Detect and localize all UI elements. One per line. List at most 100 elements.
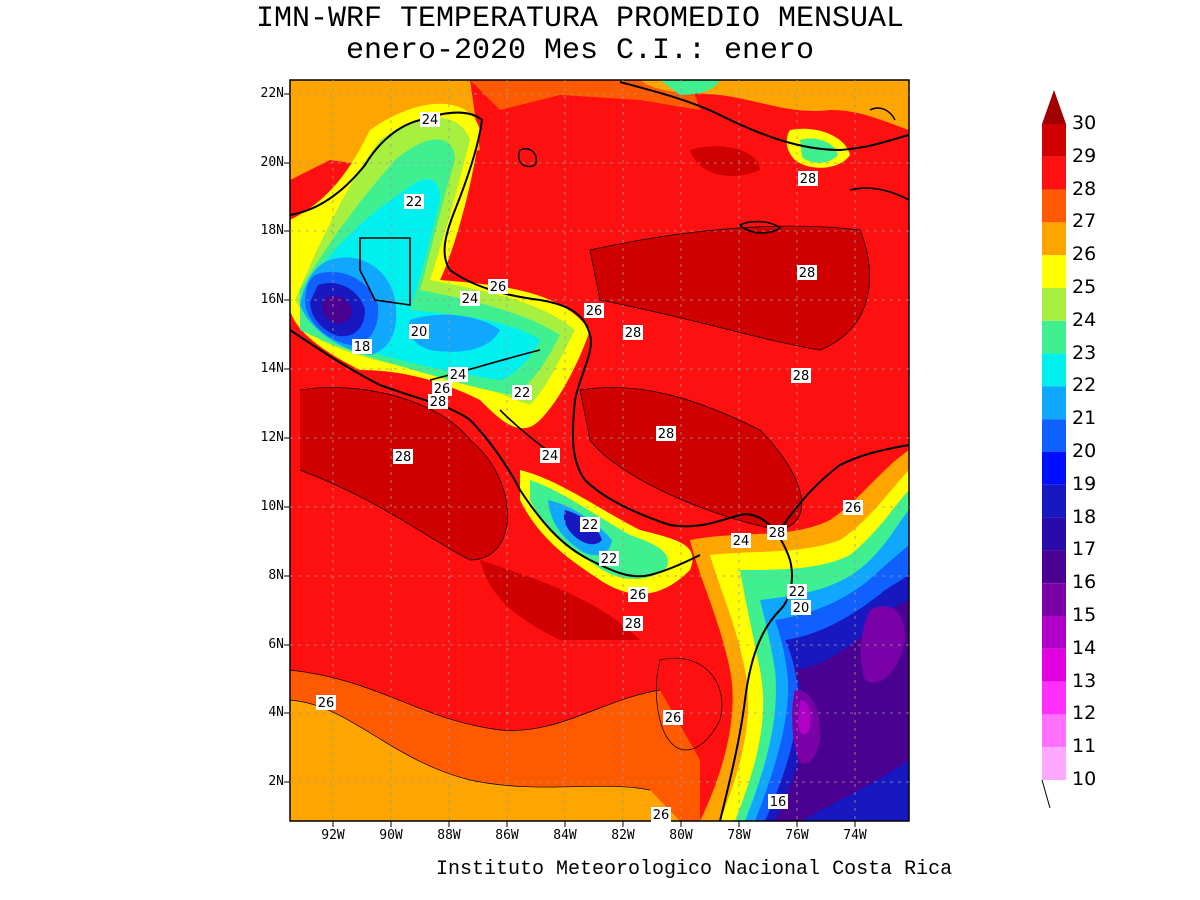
svg-text:24: 24 bbox=[450, 368, 467, 383]
legend-tick-label: 27 bbox=[1072, 210, 1097, 233]
legend-tick-label: 19 bbox=[1072, 472, 1097, 495]
legend-tick-label: 21 bbox=[1072, 407, 1097, 430]
lat-label: 8N bbox=[268, 568, 284, 583]
legend-bar bbox=[1041, 90, 1066, 809]
contour-label: 28 bbox=[428, 394, 448, 410]
contour-label: 22 bbox=[599, 551, 619, 567]
legend-swatch bbox=[1042, 353, 1066, 387]
contour-label: 28 bbox=[797, 265, 817, 281]
legend-swatch bbox=[1042, 648, 1066, 682]
lat-label: 22N bbox=[260, 86, 284, 101]
contour-label: 26 bbox=[488, 279, 508, 295]
svg-text:28: 28 bbox=[799, 266, 816, 281]
legend-tick-label: 15 bbox=[1072, 604, 1097, 626]
contour-label: 22 bbox=[580, 517, 600, 533]
legend-swatch bbox=[1042, 452, 1066, 485]
svg-text:26: 26 bbox=[490, 280, 507, 295]
legend-swatch bbox=[1042, 714, 1066, 748]
lon-label: 90W bbox=[379, 828, 403, 843]
svg-text:26: 26 bbox=[665, 711, 682, 726]
lon-label: 76W bbox=[785, 828, 809, 843]
contour-label: 24 bbox=[420, 112, 440, 128]
contour-label: 26 bbox=[584, 303, 604, 319]
lat-label: 18N bbox=[260, 223, 284, 238]
lat-label: 20N bbox=[260, 155, 284, 170]
contour-label: 22 bbox=[404, 194, 424, 210]
legend-tick-label: 28 bbox=[1072, 177, 1097, 200]
axis-ticks bbox=[284, 93, 856, 827]
legend-underflow-mark bbox=[1041, 779, 1051, 809]
lon-label: 82W bbox=[611, 828, 635, 843]
svg-text:28: 28 bbox=[430, 395, 447, 410]
svg-text:28: 28 bbox=[395, 450, 412, 465]
contour-label: 20 bbox=[409, 324, 429, 340]
legend-tick-label: 17 bbox=[1072, 538, 1097, 561]
svg-text:28: 28 bbox=[625, 326, 642, 341]
legend-swatch bbox=[1042, 747, 1066, 780]
legend-tick-label: 30 bbox=[1072, 112, 1097, 134]
svg-text:20: 20 bbox=[411, 325, 428, 340]
contour-label: 28 bbox=[767, 525, 787, 541]
lon-label: 86W bbox=[495, 828, 519, 843]
legend-swatch bbox=[1042, 156, 1066, 190]
svg-text:26: 26 bbox=[653, 808, 670, 823]
lat-label: 14N bbox=[260, 361, 284, 376]
legend-swatch bbox=[1042, 288, 1066, 321]
contour-label: 16 bbox=[768, 794, 788, 810]
legend-tick-label: 20 bbox=[1072, 440, 1097, 462]
legend-overflow-arrow bbox=[1042, 90, 1066, 124]
legend-tick-label: 29 bbox=[1072, 144, 1097, 167]
svg-text:28: 28 bbox=[800, 172, 817, 187]
legend-tick-label: 11 bbox=[1072, 735, 1097, 758]
svg-text:20: 20 bbox=[793, 601, 810, 616]
legend-tick-label: 12 bbox=[1072, 702, 1097, 725]
legend-tick-label: 26 bbox=[1072, 243, 1097, 266]
contour-label: 24 bbox=[540, 448, 560, 464]
lat-label: 16N bbox=[260, 292, 284, 307]
svg-text:18: 18 bbox=[354, 340, 371, 355]
contour-label: 26 bbox=[663, 710, 683, 726]
legend-tick-label: 24 bbox=[1072, 308, 1097, 331]
contour-label: 26 bbox=[316, 695, 336, 711]
svg-text:16: 16 bbox=[770, 795, 787, 810]
contour-label: 26 bbox=[628, 587, 648, 603]
isotherms bbox=[290, 225, 870, 791]
lat-label: 2N bbox=[268, 774, 284, 789]
legend-swatch bbox=[1042, 550, 1066, 584]
legend-tick-label: 14 bbox=[1072, 636, 1097, 659]
legend-swatch bbox=[1042, 189, 1066, 223]
lat-label: 12N bbox=[260, 430, 284, 445]
svg-text:22: 22 bbox=[601, 552, 618, 567]
map-frame bbox=[289, 79, 910, 822]
lon-label: 84W bbox=[553, 828, 577, 843]
lon-label: 80W bbox=[669, 828, 693, 843]
svg-text:26: 26 bbox=[630, 588, 647, 603]
svg-text:22: 22 bbox=[514, 386, 531, 401]
legend-tick-label: 13 bbox=[1072, 669, 1097, 692]
legend-swatch bbox=[1042, 583, 1066, 616]
contour-label: 22 bbox=[787, 584, 807, 600]
contour-label: 26 bbox=[651, 807, 671, 823]
legend-tick-label: 23 bbox=[1072, 341, 1097, 364]
svg-text:28: 28 bbox=[769, 526, 786, 541]
svg-text:22: 22 bbox=[582, 518, 599, 533]
contour-label: 22 bbox=[512, 385, 532, 401]
contour-label: 28 bbox=[656, 426, 676, 442]
legend-swatch bbox=[1042, 681, 1066, 715]
lon-label: 88W bbox=[437, 828, 461, 843]
svg-text:26: 26 bbox=[586, 304, 603, 319]
legend-swatch bbox=[1042, 124, 1066, 157]
legend-swatch bbox=[1042, 517, 1066, 551]
svg-text:24: 24 bbox=[542, 449, 559, 464]
lon-label: 92W bbox=[321, 828, 345, 843]
contour-label: 26 bbox=[432, 381, 452, 397]
legend-tick-label: 10 bbox=[1072, 768, 1097, 790]
lat-label: 10N bbox=[260, 499, 284, 514]
map-title: IMN-WRF TEMPERATURA PROMEDIO MENSUAL bbox=[255, 2, 905, 36]
legend-tick-label: 25 bbox=[1072, 276, 1097, 298]
contour-label: 28 bbox=[623, 616, 643, 632]
lat-label: 4N bbox=[268, 705, 284, 720]
